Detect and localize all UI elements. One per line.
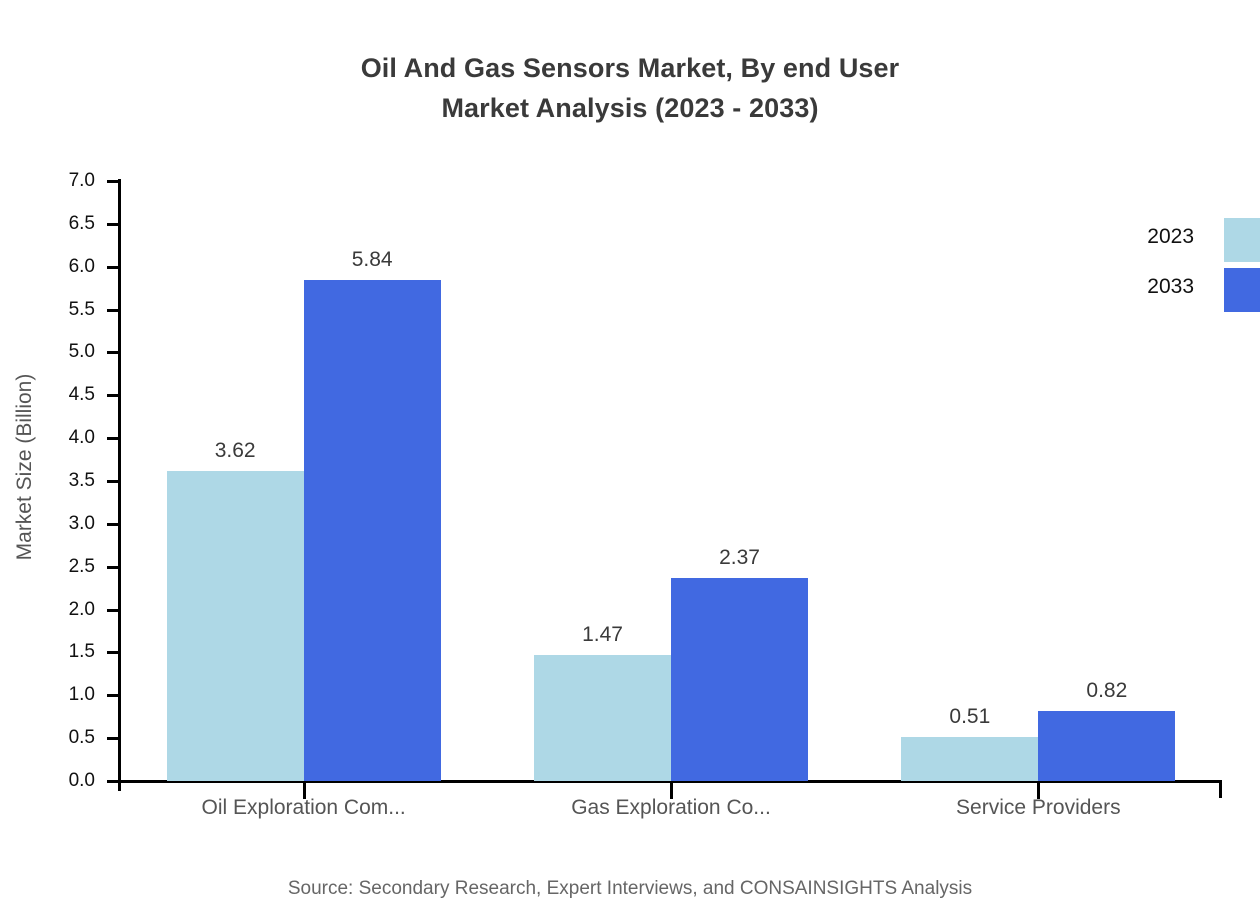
y-axis-tick-mark bbox=[107, 480, 120, 483]
y-axis-tick-label: 0.5 bbox=[68, 727, 95, 749]
y-axis-tick-label: 7.0 bbox=[68, 170, 95, 191]
y-axis-tick-label: 3.5 bbox=[68, 470, 95, 491]
y-axis-tick-label: 1.5 bbox=[68, 641, 95, 663]
bar-2023-2[interactable] bbox=[534, 655, 671, 781]
y-axis-tick-label: 2.0 bbox=[68, 598, 95, 620]
y-axis-tick-mark bbox=[107, 565, 120, 569]
chart-legend: 2023 2033 bbox=[1100, 218, 1260, 318]
bar-value-label: 2.37 bbox=[719, 545, 760, 569]
y-axis-tick-mark bbox=[107, 180, 120, 183]
y-axis-tick-mark bbox=[107, 522, 120, 526]
chart-title-line-1: Oil And Gas Sensors Market, By end User bbox=[360, 53, 900, 83]
y-axis-tick-label: 6.5 bbox=[68, 212, 95, 234]
y-axis-tick-label: 2.5 bbox=[68, 555, 95, 577]
y-axis-tick-label: 0.0 bbox=[68, 770, 95, 791]
y-axis-tick-mark bbox=[107, 222, 120, 226]
legend-swatch-2033 bbox=[1224, 268, 1260, 312]
x-axis-tick-label: Oil Exploration Com... bbox=[201, 796, 406, 819]
bar-value-label: 3.62 bbox=[214, 438, 256, 462]
y-axis-tick-label: 4.5 bbox=[68, 384, 95, 406]
x-axis-spine bbox=[120, 780, 1222, 783]
bar-value-label: 1.47 bbox=[582, 623, 623, 646]
y-axis-tick-mark bbox=[107, 437, 120, 441]
y-axis-tick-mark bbox=[107, 608, 120, 612]
bar-2023-3[interactable] bbox=[901, 737, 1039, 781]
y-axis-tick-label: 4.0 bbox=[68, 427, 95, 449]
y-axis-tick-mark bbox=[107, 780, 120, 783]
legend-item-2023[interactable]: 2023 bbox=[1100, 218, 1260, 268]
bar-2033-1[interactable] bbox=[303, 280, 441, 781]
bar-value-label: 5.84 bbox=[351, 248, 393, 272]
y-axis-tick-label: 1.0 bbox=[68, 684, 95, 706]
x-axis-end-tick bbox=[1219, 780, 1222, 798]
x-axis-tick-label: Gas Exploration Co... bbox=[571, 796, 771, 819]
legend-swatch-2023 bbox=[1224, 218, 1260, 262]
y-axis-tick-label: 3.0 bbox=[68, 512, 95, 534]
y-axis-tick-mark bbox=[107, 394, 120, 398]
bar-value-label: 0.82 bbox=[1086, 678, 1128, 702]
x-axis-tick-mark bbox=[1037, 783, 1041, 799]
source-note: Source: Secondary Research, Expert Inter… bbox=[287, 878, 973, 899]
y-axis-spine bbox=[118, 179, 121, 791]
y-axis-tick-mark bbox=[107, 265, 120, 269]
y-axis-tick-mark bbox=[107, 308, 120, 312]
legend-label-2033: 2033 bbox=[1147, 275, 1194, 298]
y-axis-tick-mark bbox=[107, 737, 120, 741]
bar-2023-1[interactable] bbox=[166, 470, 304, 781]
x-axis-tick-label: Service Providers bbox=[956, 796, 1121, 819]
bar-2033-3[interactable] bbox=[1038, 710, 1176, 781]
y-axis-tick-label: 5.5 bbox=[68, 298, 95, 320]
chart-title-line-2: Market Analysis (2023 - 2033) bbox=[441, 93, 819, 123]
y-axis-tick-label: 6.0 bbox=[68, 255, 95, 277]
y-axis-tick-mark bbox=[107, 694, 120, 698]
y-axis-tick-mark bbox=[107, 651, 120, 655]
x-axis-tick-mark bbox=[302, 783, 306, 799]
legend-item-2033[interactable]: 2033 bbox=[1100, 268, 1260, 318]
y-axis-tick-mark bbox=[107, 351, 120, 355]
x-axis-tick-mark bbox=[670, 783, 673, 799]
y-axis-tick-label: 5.0 bbox=[68, 341, 95, 363]
bar-value-label: 0.51 bbox=[949, 705, 991, 729]
chart-title: Oil And Gas Sensors Market, By end User … bbox=[0, 48, 1260, 128]
legend-label-2023: 2023 bbox=[1147, 225, 1194, 248]
bar-2033-2[interactable] bbox=[671, 577, 808, 781]
